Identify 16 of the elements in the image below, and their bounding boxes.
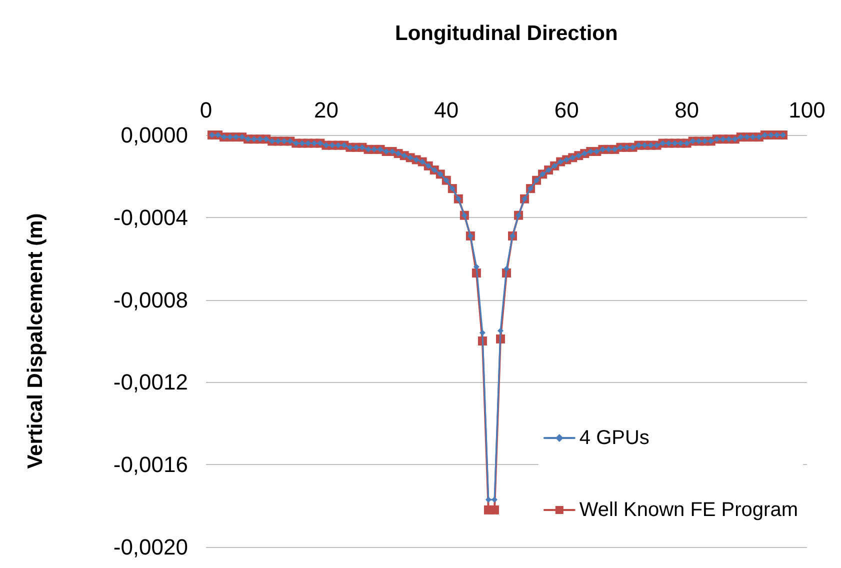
- y-tick-label: -0,0008: [113, 287, 188, 312]
- x-tick-label: 100: [788, 98, 826, 122]
- chart-title: Longitudinal Direction: [395, 22, 618, 45]
- y-tick-label: -0,0020: [113, 534, 188, 560]
- y-tick-label: 0,0000: [120, 122, 188, 148]
- x-tick-label: 40: [434, 98, 459, 122]
- legend-label: 4 GPUs: [579, 427, 650, 449]
- legend-label: Well Known FE Program: [579, 499, 798, 521]
- x-tick-label: 20: [314, 98, 338, 122]
- y-tick-label: -0,0004: [113, 204, 188, 230]
- x-tick-label: 60: [554, 98, 579, 122]
- x-tick-label: 0: [200, 98, 212, 122]
- y-axis-title: Vertical Dispalcement (m): [24, 213, 47, 469]
- y-tick-label: -0,0016: [113, 452, 188, 478]
- x-tick-label: 80: [674, 98, 700, 122]
- y-tick-label: -0,0012: [113, 370, 188, 395]
